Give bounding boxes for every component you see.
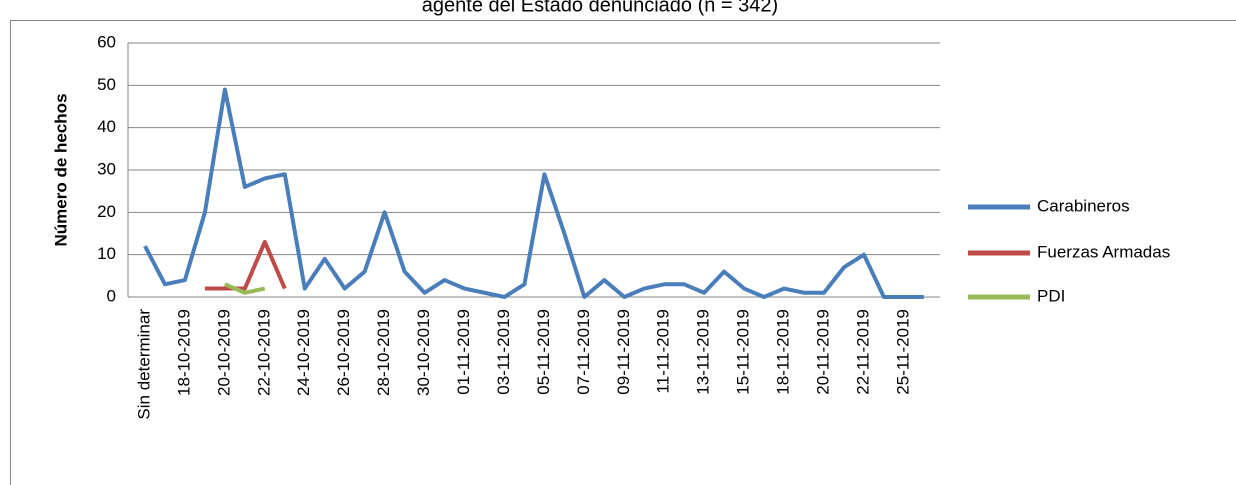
x-tick-label: 22-11-2019 — [853, 309, 872, 395]
y-tick-label: 20 — [97, 202, 116, 221]
x-tick-label: 22-10-2019 — [254, 309, 273, 396]
x-tick-label: 13-11-2019 — [694, 309, 713, 395]
x-tick-label: 01-11-2019 — [454, 309, 473, 395]
chart-title: agente del Estado denunciado (n = 342) — [422, 0, 778, 16]
x-tick-label: 18-10-2019 — [174, 309, 193, 396]
x-tick-label: 15-11-2019 — [734, 309, 753, 395]
x-tick-label: 20-11-2019 — [813, 309, 832, 395]
series-line — [204, 239, 287, 291]
series-line — [143, 87, 924, 299]
legend-label: PDI — [1037, 286, 1065, 305]
y-tick-label: 10 — [97, 244, 116, 263]
x-tick-label: 05-11-2019 — [534, 309, 553, 395]
y-tick-label: 30 — [97, 159, 116, 178]
x-tick-label: 28-10-2019 — [374, 309, 393, 396]
x-tick-label: Sin determinar — [134, 309, 153, 420]
x-tick-label: 09-11-2019 — [614, 309, 633, 395]
y-tick-label: 60 — [97, 32, 116, 51]
x-tick-label: 20-10-2019 — [214, 309, 233, 396]
x-tick-label: 03-11-2019 — [494, 309, 513, 395]
x-tick-label: 26-10-2019 — [334, 309, 353, 396]
legend-label: Fuerzas Armadas — [1037, 242, 1170, 261]
x-tick-label: 24-10-2019 — [294, 309, 313, 396]
x-tick-label: 18-11-2019 — [774, 309, 793, 395]
x-tick-label: 11-11-2019 — [654, 309, 673, 393]
y-tick-label: 40 — [97, 117, 116, 136]
x-tick-label: 25-11-2019 — [893, 309, 912, 395]
legend-label: Carabineros — [1037, 196, 1130, 215]
x-tick-label: 07-11-2019 — [574, 309, 593, 395]
y-tick-label: 50 — [97, 75, 116, 94]
series-line — [224, 282, 266, 295]
y-axis-label: Número de hechos — [51, 93, 70, 246]
chart-border — [10, 20, 1236, 485]
y-tick-label: 0 — [107, 286, 116, 305]
x-tick-label: 30-10-2019 — [414, 309, 433, 396]
